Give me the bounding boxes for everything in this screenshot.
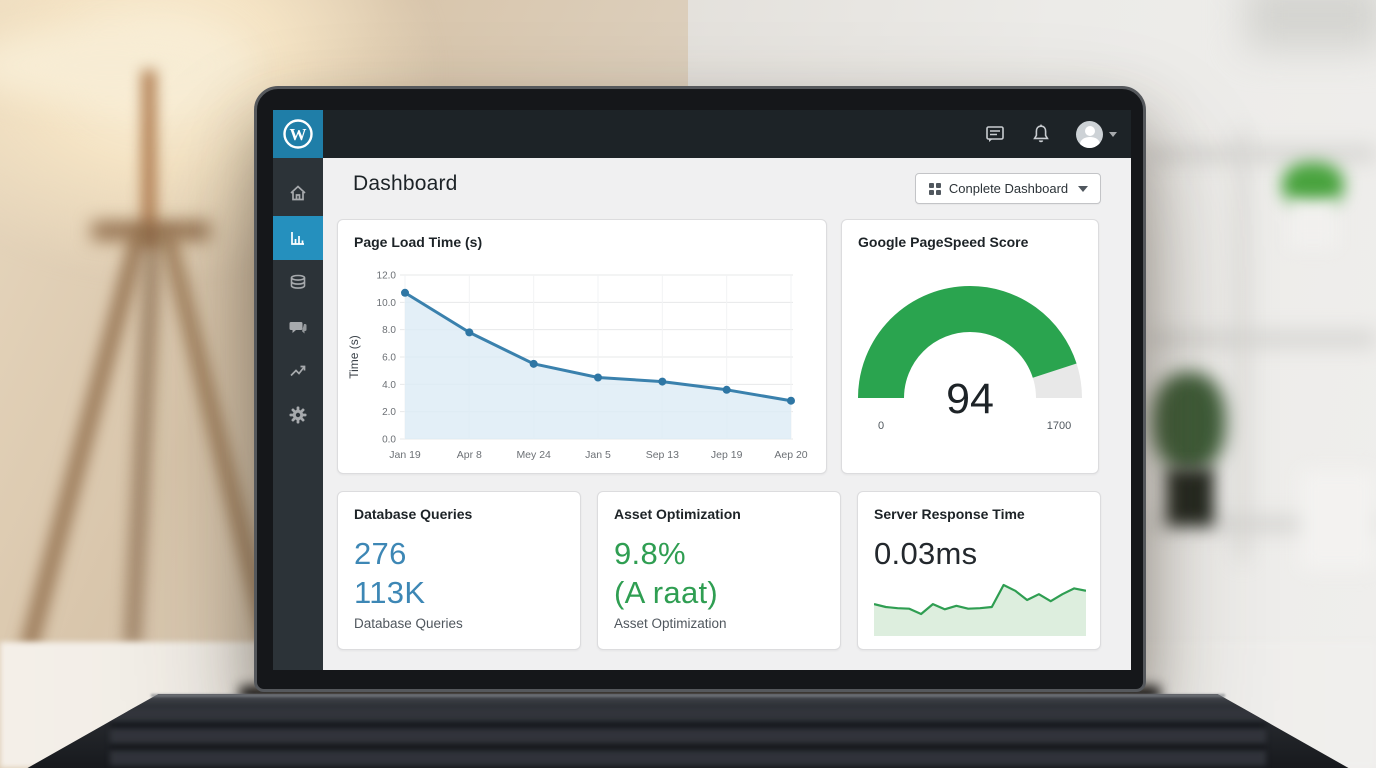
keyboard-keys <box>110 706 1266 768</box>
svg-text:10.0: 10.0 <box>377 298 397 309</box>
bar-chart-icon <box>291 232 304 245</box>
comments-icon <box>289 322 307 334</box>
svg-text:6.0: 6.0 <box>382 353 396 364</box>
card-title: Google PageSpeed Score <box>858 234 1029 250</box>
lamp-shade <box>0 28 250 103</box>
stat-subtitle: Asset Optimization <box>614 616 727 631</box>
svg-text:0.0: 0.0 <box>382 435 396 446</box>
svg-text:0: 0 <box>878 420 884 432</box>
page-load-time-chart: 0.0 2.0 4.0 6.0 8.0 10.0 12.0 Jan 19 Apr 8 Mey 24… <box>338 250 828 475</box>
card-title: Server Response Time <box>874 506 1025 522</box>
sidebar-item-settings[interactable] <box>273 393 323 437</box>
stat-subtitle: Database Queries <box>354 616 463 631</box>
sidebar-item-analytics[interactable] <box>273 216 323 260</box>
page-title: Dashboard <box>353 172 458 195</box>
svg-text:12.0: 12.0 <box>377 271 397 282</box>
user-menu[interactable] <box>1076 120 1117 148</box>
database-icon <box>290 274 306 289</box>
binders <box>1300 470 1376 570</box>
laptop-keyboard-deck <box>27 694 1349 768</box>
caret-down-icon <box>1078 185 1089 192</box>
stat-value: (A raat) <box>614 575 719 610</box>
stat-value: 9.8% <box>614 536 686 571</box>
card-pagespeed-score: Google PageSpeed Score 94 0 1700 <box>841 219 1099 474</box>
avatar-body <box>1079 136 1100 148</box>
wordpress-logo-letter: W <box>290 125 307 144</box>
server-response-sparkline <box>873 578 1087 636</box>
plant-pot <box>1288 200 1338 248</box>
card-database-queries: Database Queries 276 113K Database Queri… <box>337 491 581 650</box>
home-icon <box>290 185 306 201</box>
dashboard-screen: W <box>273 110 1131 670</box>
svg-text:94: 94 <box>946 375 994 423</box>
lamp-stem <box>142 70 156 245</box>
plant-pot <box>1166 468 1214 526</box>
comments-icon[interactable] <box>984 123 1006 145</box>
sidebar-item-comments[interactable] <box>273 305 323 349</box>
shelf-divider <box>1238 130 1247 560</box>
svg-text:8.0: 8.0 <box>382 325 396 336</box>
shelf-shadow <box>1245 0 1376 50</box>
gear-icon <box>289 406 307 424</box>
card-server-response-time: Server Response Time 0.03ms <box>857 491 1101 650</box>
shelf-edge <box>1150 333 1376 345</box>
lamp-hub <box>92 222 210 240</box>
card-asset-optimization: Asset Optimization 9.8% (A raat) Asset O… <box>597 491 841 650</box>
complete-dashboard-button[interactable]: Conplete Dashboard <box>915 173 1101 204</box>
sidebar-item-trends[interactable] <box>273 349 323 393</box>
dashboard-grid-icon <box>928 182 941 195</box>
complete-dashboard-button-label: Conplete Dashboard <box>948 181 1069 196</box>
svg-text:2.0: 2.0 <box>382 407 396 418</box>
card-title: Database Queries <box>354 506 473 522</box>
svg-text:Jan 5: Jan 5 <box>585 449 611 461</box>
laptop-deck-edge <box>151 694 1225 697</box>
topbar-icon-group <box>984 110 1117 158</box>
card-page-load-time: Page Load Time (s) 0.0 2.0 4.0 6.0 8.0 10.0 12… <box>337 219 827 474</box>
svg-text:Mey 24: Mey 24 <box>516 449 551 461</box>
svg-text:Sep 13: Sep 13 <box>646 449 679 461</box>
wordpress-logo-icon: W <box>283 119 313 149</box>
card-title: Page Load Time (s) <box>354 234 483 250</box>
svg-text:Jan 19: Jan 19 <box>389 449 421 461</box>
trending-up-icon <box>290 365 306 377</box>
admin-topbar: W <box>273 110 1131 158</box>
caret-down-icon <box>1109 131 1117 137</box>
stat-value: 113K <box>354 575 426 610</box>
svg-text:Jep 19: Jep 19 <box>711 449 743 461</box>
plant <box>1152 372 1226 472</box>
sidebar-item-database[interactable] <box>273 261 323 305</box>
avatar <box>1076 120 1103 148</box>
svg-text:1700: 1700 <box>1047 420 1071 432</box>
svg-text:Apr 8: Apr 8 <box>457 449 482 461</box>
bell-icon[interactable] <box>1030 123 1052 145</box>
stat-value: 0.03ms <box>874 536 978 571</box>
wordpress-logo[interactable]: W <box>273 110 323 158</box>
avatar-head <box>1084 125 1095 136</box>
sidebar <box>273 158 323 670</box>
shelf-edge <box>1150 148 1376 160</box>
pagespeed-gauge-chart: 94 0 1700 <box>842 282 1100 432</box>
svg-text:Aep 20: Aep 20 <box>774 449 807 461</box>
svg-text:4.0: 4.0 <box>382 380 396 391</box>
stat-value: 276 <box>354 536 407 571</box>
svg-text:Time (s): Time (s) <box>347 335 361 379</box>
card-title: Asset Optimization <box>614 506 741 522</box>
sidebar-item-home[interactable] <box>273 171 323 215</box>
